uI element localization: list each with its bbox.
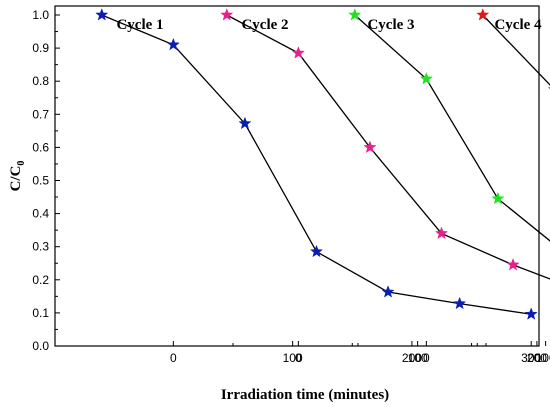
y-tick-label: 1.0 — [32, 8, 49, 22]
y-tick-label: 0.3 — [32, 240, 49, 254]
series-line — [482, 14, 550, 86]
data-point — [506, 257, 520, 271]
data-point — [524, 307, 538, 320]
data-point — [363, 140, 377, 153]
x-tick-label: 0 — [423, 351, 430, 365]
data-point — [491, 191, 505, 205]
panel-cycle-1: Cycle 1 — [95, 8, 538, 320]
data-point — [419, 71, 433, 85]
x-tick-label: 100 — [408, 351, 428, 365]
y-tick-label: 0.5 — [32, 174, 49, 188]
data-point — [434, 226, 449, 240]
x-tick-label: 100 — [536, 351, 550, 365]
panel-cycle-2: Cycle 2 — [220, 8, 550, 280]
y-axis-title-subscript: 0 — [16, 161, 27, 166]
data-point — [291, 46, 305, 59]
x-tick-label: 0 — [170, 351, 177, 365]
series-line — [101, 14, 532, 315]
data-point — [381, 285, 395, 298]
x-tick-label: 200 — [527, 351, 547, 365]
cycle-label: Cycle 3 — [367, 17, 414, 33]
panel-cycle-3: Cycle 3 — [348, 8, 550, 242]
data-point — [238, 116, 252, 130]
y-tick-label: 0.4 — [32, 207, 49, 221]
data-point — [476, 8, 490, 21]
y-tick-label: 0.0 — [32, 339, 49, 353]
chart-marks: Cycle 1 Cycle 2 Cycle 3 Cycle 4 — [95, 8, 550, 320]
data-point — [220, 8, 234, 21]
y-axis-title-main: C/C — [8, 166, 24, 192]
y-tick-label: 0.9 — [32, 41, 49, 55]
data-point — [309, 244, 324, 258]
x-tick-label: 0 — [295, 351, 302, 365]
x-tick-label: 200 — [402, 351, 422, 365]
plot-frame — [54, 5, 540, 347]
y-axis-title: C/C0 — [8, 161, 27, 192]
x-axis: 0100200300010020030001002003000100200300 — [170, 341, 550, 365]
y-axis: 0.0 0.1 0.2 0.3 0.4 0.5 0.6 0.7 0.8 0.9 1.0 — [32, 8, 60, 353]
x-tick-label: 300 — [521, 351, 541, 365]
cycle-label: Cycle 4 — [494, 17, 542, 33]
y-tick-label: 0.6 — [32, 140, 49, 154]
data-point — [166, 37, 180, 51]
cycle-label: Cycle 1 — [116, 17, 163, 33]
x-tick-label: 100 — [283, 351, 303, 365]
series-line — [226, 14, 550, 280]
y-tick-label: 0.8 — [32, 74, 49, 88]
y-tick-label: 0.7 — [32, 107, 49, 121]
x-axis-title: Irradiation time (minutes) — [221, 387, 389, 403]
cycle-label: Cycle 2 — [241, 17, 288, 33]
series-line — [354, 14, 550, 242]
data-point — [453, 296, 467, 310]
data-point — [95, 8, 109, 21]
y-tick-label: 0.2 — [32, 273, 49, 287]
y-tick-label: 0.1 — [32, 306, 49, 320]
data-point — [348, 8, 362, 21]
